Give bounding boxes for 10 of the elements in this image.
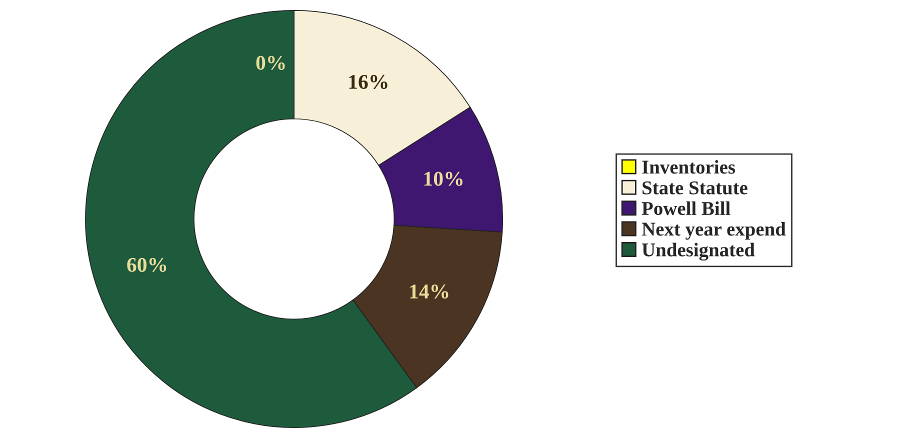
legend-label: Undesignated	[642, 242, 755, 261]
data-label: 16%	[349, 74, 388, 90]
data-label: 14%	[410, 284, 448, 299]
legend-label: Inventories	[642, 160, 736, 174]
text: 0%	[256, 56, 285, 70]
data-label: 60%	[127, 258, 166, 272]
legend-label: State Statute	[642, 181, 748, 194]
legend-label: Next year expend	[642, 222, 786, 240]
legend-label: Powell Bill	[642, 201, 730, 216]
data-label: 10%	[424, 172, 462, 186]
